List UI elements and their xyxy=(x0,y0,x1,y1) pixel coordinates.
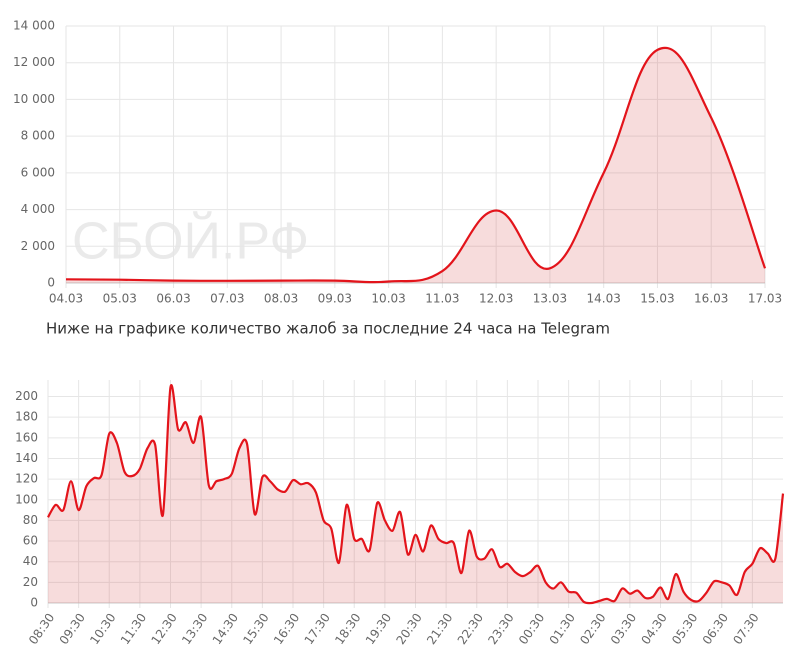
x-tick-label: 02:30 xyxy=(577,611,608,647)
y-tick-label: 60 xyxy=(23,534,38,548)
x-tick-label: 21:30 xyxy=(424,611,455,647)
y-tick-label: 12 000 xyxy=(13,55,55,69)
x-tick-label: 22:30 xyxy=(455,611,486,647)
x-tick-label: 04.03 xyxy=(49,292,83,306)
y-tick-label: 6 000 xyxy=(21,165,55,179)
x-tick-label: 08.03 xyxy=(264,292,298,306)
y-tick-label: 0 xyxy=(47,276,55,290)
y-tick-label: 20 xyxy=(23,575,38,589)
x-tick-label: 09:30 xyxy=(57,611,88,647)
y-tick-label: 4 000 xyxy=(21,202,55,216)
x-tick-label: 17.03 xyxy=(748,292,782,306)
x-tick-label: 07:30 xyxy=(730,611,761,647)
x-tick-label: 08:30 xyxy=(26,611,57,647)
x-tick-label: 13:30 xyxy=(179,611,210,647)
x-tick-label: 14:30 xyxy=(210,611,241,647)
x-tick-label: 06:30 xyxy=(700,611,731,647)
caption: Ниже на графике количество жалоб за посл… xyxy=(46,320,610,338)
x-tick-label: 05.03 xyxy=(103,292,137,306)
x-tick-label: 10:30 xyxy=(87,611,118,647)
y-tick-label: 100 xyxy=(15,492,38,506)
x-tick-label: 06.03 xyxy=(156,292,190,306)
x-tick-label: 10.03 xyxy=(371,292,405,306)
x-tick-label: 14.03 xyxy=(587,292,621,306)
x-tick-label: 12.03 xyxy=(479,292,513,306)
x-tick-label: 23:30 xyxy=(485,611,516,647)
x-tick-label: 18:30 xyxy=(332,611,363,647)
x-tick-label: 01:30 xyxy=(547,611,578,647)
x-tick-label: 07.03 xyxy=(210,292,244,306)
y-tick-label: 0 xyxy=(30,596,38,610)
area-fill xyxy=(48,385,783,604)
x-tick-label: 19:30 xyxy=(363,611,394,647)
x-tick-label: 17:30 xyxy=(302,611,333,647)
x-tick-label: 04:30 xyxy=(639,611,670,647)
x-tick-label: 12:30 xyxy=(149,611,180,647)
y-tick-label: 120 xyxy=(15,472,38,486)
x-tick-label: 11:30 xyxy=(118,611,149,647)
y-tick-label: 14 000 xyxy=(13,19,55,33)
x-tick-label: 15:30 xyxy=(240,611,271,647)
y-tick-label: 10 000 xyxy=(13,92,55,106)
y-tick-label: 80 xyxy=(23,513,38,527)
x-tick-label: 03:30 xyxy=(608,611,639,647)
y-tick-label: 180 xyxy=(15,410,38,424)
y-tick-label: 40 xyxy=(23,554,38,568)
x-tick-label: 05:30 xyxy=(669,611,700,647)
x-tick-label: 11.03 xyxy=(425,292,459,306)
y-tick-label: 200 xyxy=(15,389,38,403)
line xyxy=(65,46,767,284)
x-tick-label: 20:30 xyxy=(394,611,425,647)
line xyxy=(47,384,785,605)
x-tick-label: 16.03 xyxy=(694,292,728,306)
x-tick-label: 16:30 xyxy=(271,611,302,647)
y-tick-label: 140 xyxy=(15,451,38,465)
x-tick-label: 15.03 xyxy=(640,292,674,306)
y-tick-label: 8 000 xyxy=(21,129,55,143)
x-tick-label: 09.03 xyxy=(318,292,352,306)
x-tick-label: 00:30 xyxy=(516,611,547,647)
watermark: СБОЙ.РФ xyxy=(72,212,309,271)
area-fill xyxy=(66,47,765,283)
y-tick-label: 160 xyxy=(15,430,38,444)
x-tick-label: 13.03 xyxy=(533,292,567,306)
y-tick-label: 2 000 xyxy=(21,239,55,253)
